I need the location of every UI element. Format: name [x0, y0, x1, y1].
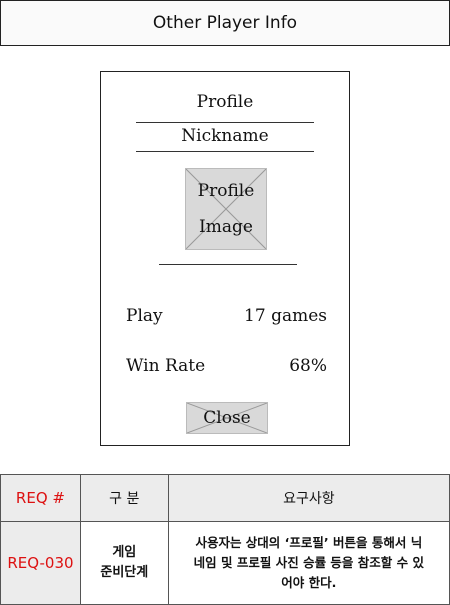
close-button-label: Close [203, 408, 251, 428]
description-line2: 네임 및 프로필 사진 승률 등을 참조할 수 있 [193, 555, 424, 570]
table-row: REQ-030 게임 준비단계 사용자는 상대의 ‘프로필’ 버튼을 통해서 닉… [0, 521, 450, 605]
play-label: Play [126, 306, 163, 326]
close-button[interactable]: Close [186, 402, 268, 434]
nickname-text: Nickname [181, 126, 269, 146]
winrate-label: Win Rate [126, 356, 206, 376]
divider [136, 151, 314, 152]
category-line2: 준비단계 [100, 565, 149, 580]
image-placeholder-label-line1: Profile [197, 181, 255, 201]
profile-title: Profile [196, 92, 254, 112]
req-id-cell: REQ-030 [0, 521, 81, 605]
requirement-description-cell: 사용자는 상대의 ‘프로필’ 버튼을 통해서 닉 네임 및 프로필 사진 승률 … [167, 521, 450, 605]
category-line1: 게임 [112, 545, 137, 560]
page-title-bar: Other Player Info [0, 0, 450, 46]
play-value: 17 games [244, 306, 327, 326]
requirements-table: REQ # 구 분 요구사항 REQ-030 게임 준비단계 사용자는 상대의 … [0, 474, 450, 605]
description-line1: 사용자는 상대의 ‘프로필’ 버튼을 통해서 닉 [195, 535, 423, 550]
profile-image-placeholder: Profile Image [185, 168, 267, 250]
button-placeholder-icon [187, 403, 267, 433]
divider [159, 264, 297, 265]
image-placeholder-label-line2: Image [199, 217, 253, 237]
header-requirement: 요구사항 [167, 474, 450, 522]
player-info-dialog: Profile Nickname Profile Image Play 17 g… [100, 71, 350, 446]
divider [136, 122, 314, 123]
table-header-row: REQ # 구 분 요구사항 [0, 474, 450, 522]
category-cell: 게임 준비단계 [79, 521, 169, 605]
header-category: 구 분 [79, 474, 169, 522]
header-req-number: REQ # [0, 474, 81, 522]
image-placeholder-icon [186, 169, 266, 249]
description-line3: 어야 한다. [281, 575, 337, 590]
winrate-value: 68% [289, 356, 327, 376]
page-title: Other Player Info [152, 13, 298, 33]
